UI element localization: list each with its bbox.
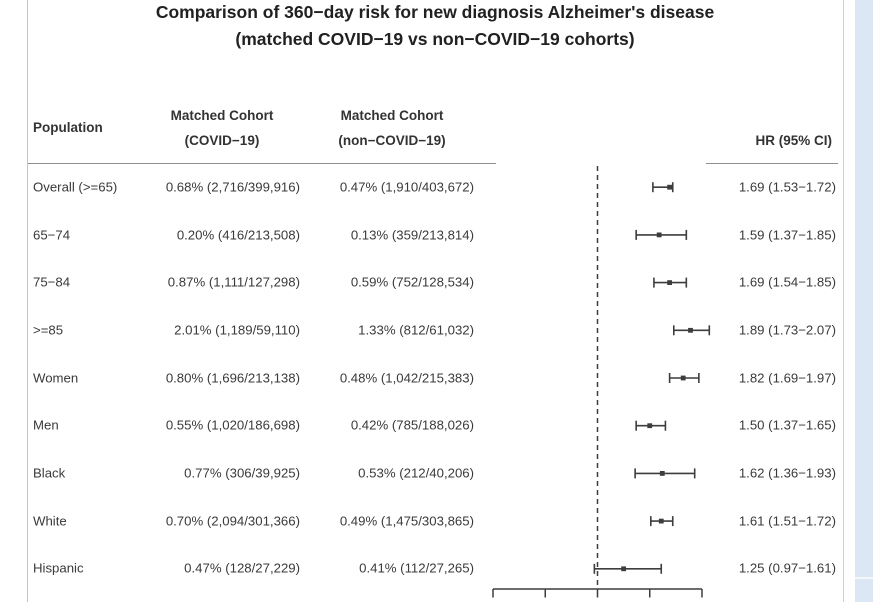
covid-risk-cell: 2.01% (1,189/59,110)	[174, 322, 300, 338]
hr-ci-cell: 1.59 (1.37−1.85)	[738, 227, 836, 243]
population-cell: Hispanic	[33, 560, 84, 576]
population-cell: White	[33, 513, 67, 529]
table-row: 65−74 0.20% (416/213,508) 0.13% (359/213…	[0, 211, 873, 259]
chart-title-line1: Comparison of 360−day risk for new diagn…	[155, 2, 715, 22]
table-row: Women 0.80% (1,696/213,138) 0.48% (1,042…	[0, 354, 873, 402]
covid-risk-cell: 0.70% (2,094/301,366)	[165, 513, 300, 529]
noncovid-risk-cell: 0.42% (785/188,026)	[350, 417, 474, 433]
table-row: >=85 2.01% (1,189/59,110) 1.33% (812/61,…	[0, 306, 873, 354]
covid-risk-cell: 0.55% (1,020/186,698)	[165, 417, 300, 433]
noncovid-risk-cell: 0.47% (1,910/403,672)	[339, 179, 474, 195]
column-header-population: Population	[33, 120, 103, 135]
hr-ci-cell: 1.50 (1.37−1.65)	[738, 417, 836, 433]
column-header-covid-line2: (COVID−19)	[184, 133, 260, 148]
table-row: Hispanic 0.47% (128/27,229) 0.41% (112/2…	[0, 545, 873, 593]
hr-ci-cell: 1.25 (0.97−1.61)	[738, 560, 836, 576]
covid-risk-cell: 0.47% (128/27,229)	[184, 560, 300, 576]
column-header-noncovid-cohort: Matched Cohort (non−COVID−19)	[338, 103, 445, 153]
covid-risk-cell: 0.77% (306/39,925)	[184, 465, 300, 481]
noncovid-risk-cell: 0.48% (1,042/215,383)	[339, 370, 474, 386]
chart-title: Comparison of 360−day risk for new diagn…	[27, 0, 843, 53]
covid-risk-cell: 0.20% (416/213,508)	[176, 227, 300, 243]
population-cell: Black	[33, 465, 66, 481]
figure-left-border	[27, 0, 28, 602]
hr-ci-cell: 1.62 (1.36−1.93)	[738, 465, 836, 481]
noncovid-risk-cell: 0.53% (212/40,206)	[358, 465, 474, 481]
noncovid-risk-cell: 0.59% (752/128,534)	[350, 274, 474, 290]
hr-ci-cell: 1.89 (1.73−2.07)	[738, 322, 836, 338]
population-cell: Men	[33, 417, 59, 433]
column-header-covid-cohort: Matched Cohort (COVID−19)	[171, 103, 274, 153]
noncovid-risk-cell: 0.41% (112/27,265)	[359, 560, 474, 576]
hr-ci-cell: 1.69 (1.53−1.72)	[738, 179, 836, 195]
noncovid-risk-cell: 0.13% (359/213,814)	[350, 227, 474, 243]
hr-ci-cell: 1.82 (1.69−1.97)	[738, 370, 836, 386]
chart-title-line2: (matched COVID−19 vs non−COVID−19 cohort…	[235, 29, 635, 49]
header-separator-left	[28, 163, 496, 164]
column-header-noncovid-line2: (non−COVID−19)	[338, 133, 446, 148]
table-row: White 0.70% (2,094/301,366) 0.49% (1,475…	[0, 497, 873, 545]
covid-risk-cell: 0.80% (1,696/213,138)	[165, 370, 300, 386]
table-row: 75−84 0.87% (1,111/127,298) 0.59% (752/1…	[0, 258, 873, 306]
covid-risk-cell: 0.87% (1,111/127,298)	[167, 274, 300, 290]
figure-right-border	[843, 0, 844, 602]
side-panel-divider	[855, 577, 873, 579]
table-row: Men 0.55% (1,020/186,698) 0.42% (785/188…	[0, 401, 873, 449]
column-header-hr-ci: HR (95% CI)	[755, 133, 832, 148]
page-side-panel	[855, 0, 873, 602]
header-separator-right	[706, 163, 838, 164]
table-body: Overall (>=65) 0.68% (2,716/399,916) 0.4…	[0, 163, 873, 592]
column-header-covid-line1: Matched Cohort	[170, 108, 274, 123]
hr-ci-cell: 1.69 (1.54−1.85)	[738, 274, 836, 290]
table-row: Overall (>=65) 0.68% (2,716/399,916) 0.4…	[0, 163, 873, 211]
population-cell: >=85	[33, 322, 64, 338]
population-cell: Women	[33, 370, 79, 386]
noncovid-risk-cell: 0.49% (1,475/303,865)	[339, 513, 474, 529]
column-header-noncovid-line1: Matched Cohort	[340, 108, 444, 123]
population-cell: 65−74	[33, 227, 71, 243]
covid-risk-cell: 0.68% (2,716/399,916)	[165, 179, 300, 195]
table-row: Black 0.77% (306/39,925) 0.53% (212/40,2…	[0, 449, 873, 497]
noncovid-risk-cell: 1.33% (812/61,032)	[358, 322, 474, 338]
population-cell: 75−84	[33, 274, 71, 290]
hr-ci-cell: 1.61 (1.51−1.72)	[738, 513, 836, 529]
population-cell: Overall (>=65)	[33, 179, 118, 195]
